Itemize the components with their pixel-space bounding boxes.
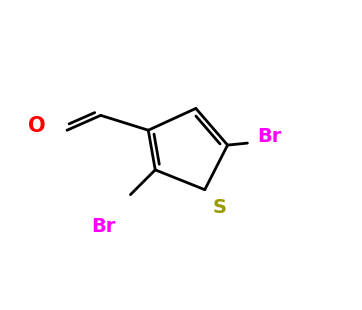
Text: S: S — [213, 197, 227, 217]
Text: Br: Br — [257, 127, 282, 146]
Text: Br: Br — [91, 217, 115, 237]
Text: O: O — [28, 116, 45, 136]
